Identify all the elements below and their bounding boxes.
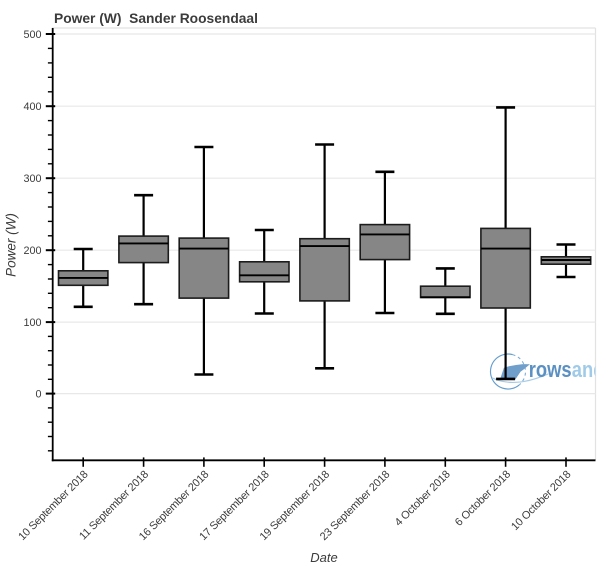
svg-text:andall: andall xyxy=(572,357,600,382)
svg-text:100: 100 xyxy=(23,317,41,329)
svg-text:400: 400 xyxy=(23,101,41,113)
svg-text:Date: Date xyxy=(310,550,337,565)
svg-text:Power (W): Power (W) xyxy=(4,213,19,277)
svg-text:rows: rows xyxy=(529,357,572,382)
svg-text:500: 500 xyxy=(23,29,41,41)
svg-text:200: 200 xyxy=(23,245,41,257)
svg-text:300: 300 xyxy=(23,173,41,185)
svg-text:Power (W) Sander Roosendaal: Power (W) Sander Roosendaal xyxy=(54,11,258,26)
svg-text:0: 0 xyxy=(35,388,41,400)
